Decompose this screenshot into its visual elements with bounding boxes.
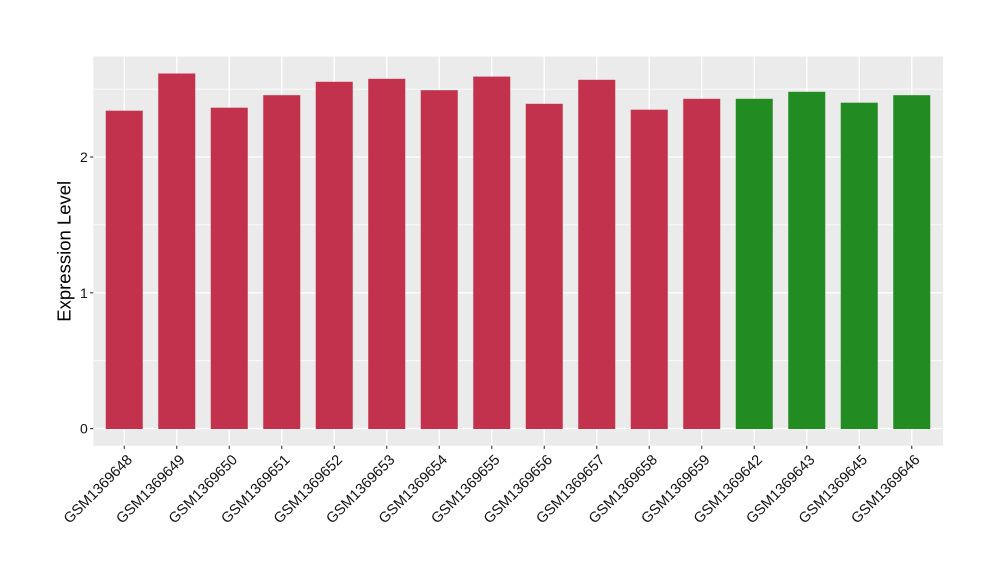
svg-text:2: 2 — [80, 149, 88, 165]
svg-text:1: 1 — [80, 285, 88, 301]
svg-text:Expression Level: Expression Level — [54, 181, 75, 322]
svg-text:0: 0 — [80, 421, 88, 437]
